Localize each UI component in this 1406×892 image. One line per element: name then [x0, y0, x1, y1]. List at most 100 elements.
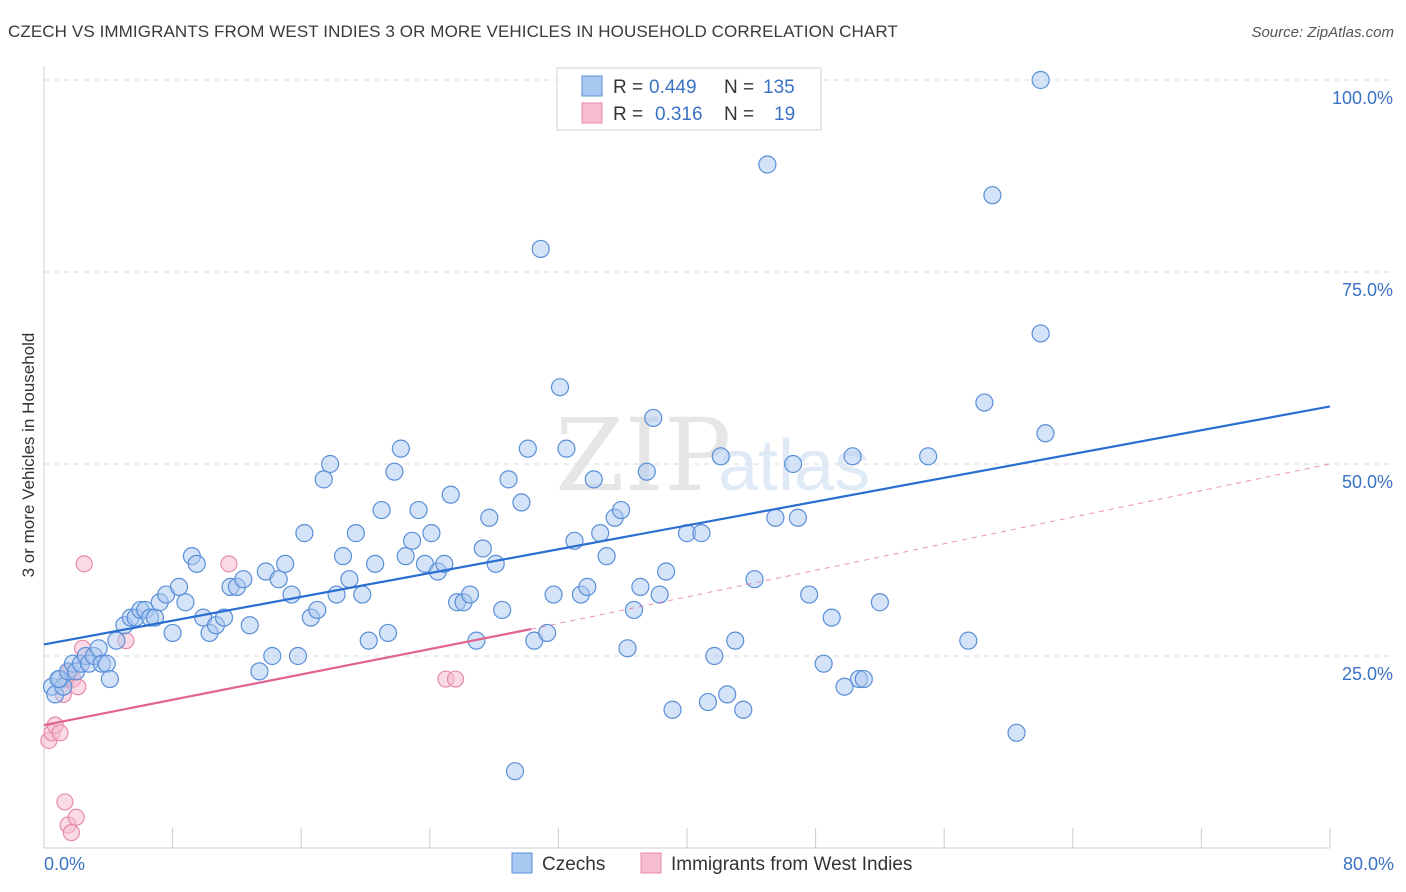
x-tick-labels: 0.0% 80.0% — [44, 854, 1394, 874]
bottom-legend-swatch-west-indies — [640, 852, 662, 874]
czech-point — [314, 470, 333, 489]
czech-point — [637, 462, 656, 481]
watermark-zip: ZIP — [555, 397, 731, 514]
czech-point — [276, 554, 295, 573]
czech-point — [176, 593, 195, 612]
czech-point — [705, 646, 724, 666]
czech-point — [100, 669, 120, 689]
czech-point — [308, 600, 327, 620]
west-indies-point — [51, 724, 69, 742]
czech-point — [975, 393, 994, 412]
legend-swatch-czechs — [581, 75, 603, 97]
czech-point — [611, 500, 631, 520]
czech-point — [473, 539, 492, 558]
legend-swatch-west-indies — [581, 102, 603, 124]
y-tick-label-75: 75.0% — [1342, 280, 1393, 300]
west-indies-trend-line — [43, 628, 532, 727]
czech-trend-line — [43, 405, 1331, 646]
legend-r-label-czechs: R = — [613, 77, 643, 98]
west-indies-point — [220, 555, 238, 573]
legend-r-value-west-indies: 0.316 — [655, 104, 703, 125]
czech-point — [538, 623, 557, 643]
source-credit: Source: ZipAtlas.com — [1251, 24, 1394, 41]
czech-point — [919, 447, 938, 466]
czech-point — [499, 470, 518, 489]
czech-point — [422, 524, 441, 543]
czech-point — [240, 616, 259, 635]
west-indies-point — [62, 824, 80, 842]
x-tick-label-min: 0.0% — [44, 854, 85, 874]
czech-point — [624, 600, 644, 620]
series-czechs — [42, 70, 1055, 781]
series-west-indies — [40, 555, 465, 842]
czech-point — [391, 439, 410, 458]
czech-point — [321, 454, 340, 474]
czech-point — [663, 700, 682, 719]
czech-point — [493, 600, 512, 620]
chart-title: CZECH VS IMMIGRANTS FROM WEST INDIES 3 O… — [8, 22, 898, 41]
czech-point — [107, 631, 126, 650]
czech-point — [396, 547, 415, 566]
czech-point — [698, 692, 717, 712]
czech-point — [1031, 70, 1050, 90]
czech-point — [234, 570, 253, 589]
czech-point — [366, 554, 385, 573]
czech-point — [214, 608, 234, 627]
czech-point — [512, 493, 531, 512]
czech-point — [843, 447, 862, 466]
bottom-legend-label-czechs: Czechs — [542, 854, 605, 875]
legend-r-label-west-indies: R = — [613, 104, 643, 125]
czech-point — [983, 186, 1002, 205]
czech-point — [758, 155, 777, 174]
czech-point — [800, 585, 819, 604]
czech-point — [269, 570, 288, 589]
czech-point — [359, 631, 378, 650]
czech-point — [835, 677, 854, 696]
czech-point — [692, 524, 711, 543]
czech-point — [959, 631, 978, 650]
czech-point — [518, 439, 537, 458]
czech-point — [97, 654, 116, 673]
czech-point — [460, 585, 480, 604]
czech-point — [618, 639, 637, 658]
grid-lines — [44, 79, 1392, 657]
czech-point — [711, 447, 730, 466]
czech-point — [486, 554, 505, 573]
czech-point — [163, 623, 182, 643]
czech-point — [578, 577, 597, 596]
czech-point — [250, 662, 269, 681]
czech-point — [788, 508, 808, 527]
bottom-legend-swatch-czechs — [511, 852, 533, 874]
czech-point — [766, 508, 785, 527]
czech-point — [814, 654, 833, 673]
czech-point — [726, 631, 745, 650]
czech-point — [295, 524, 314, 543]
legend-n-value-west-indies: 19 — [774, 104, 795, 125]
y-tick-label-25: 25.0% — [1342, 664, 1393, 684]
czech-point — [631, 577, 650, 596]
czech-point — [745, 570, 764, 589]
czech-point — [372, 500, 391, 520]
czech-point — [544, 585, 563, 604]
czech-point — [403, 531, 422, 550]
czech-point — [333, 547, 353, 566]
bottom-legend: Czechs Immigrants from West Indies — [511, 852, 912, 875]
czech-point — [870, 593, 890, 612]
legend-n-label-west-indies: N = — [724, 104, 754, 125]
legend-n-value-czechs: 135 — [763, 77, 795, 98]
west-indies-point — [75, 555, 93, 573]
czech-point — [346, 524, 365, 543]
west-indies-point — [67, 808, 85, 826]
czech-point — [89, 639, 108, 658]
x-tick-label-max: 80.0% — [1343, 854, 1394, 874]
czech-point — [1007, 723, 1026, 742]
czech-point — [441, 485, 460, 504]
y-axis-label: 3 or more Vehicles in Household — [19, 333, 38, 578]
czech-point — [531, 239, 550, 259]
czech-point — [650, 585, 669, 604]
czech-point — [480, 508, 499, 527]
czech-point — [557, 439, 576, 458]
west-indies-point — [446, 670, 465, 688]
czech-point — [353, 585, 372, 604]
